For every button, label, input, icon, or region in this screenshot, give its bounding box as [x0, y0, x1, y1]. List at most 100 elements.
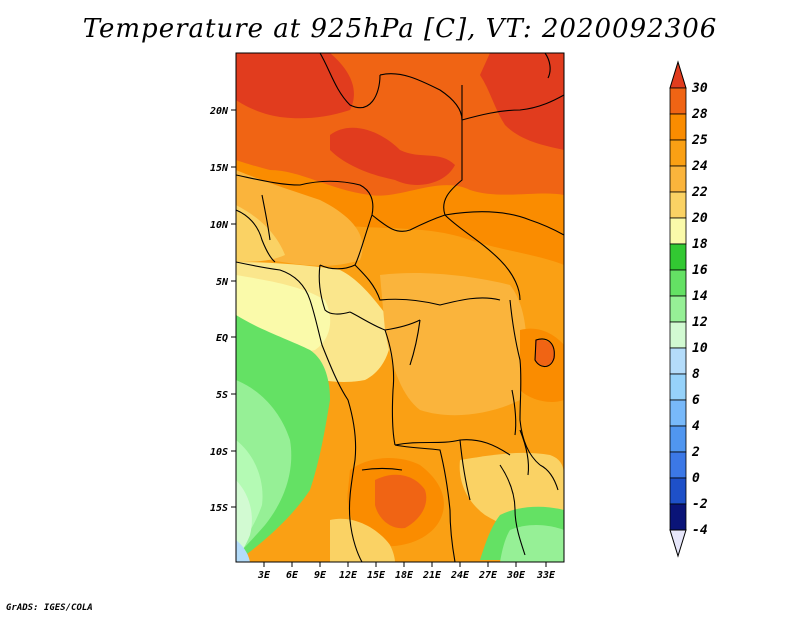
- border-line: [261, 194, 271, 241]
- colorbar-label: 16: [692, 263, 708, 278]
- lat-label: 15N: [210, 163, 229, 174]
- colorbar-label: -2: [692, 497, 708, 512]
- lat-label: 10N: [210, 220, 229, 231]
- lon-label: 21E: [422, 570, 442, 581]
- colorbar-swatch: [669, 321, 687, 349]
- lat-axis: 20N 15N 10N 5N EQ 5S 10S 15S: [209, 106, 236, 514]
- field-north-red-center: [330, 127, 455, 185]
- colorbar-label: 2: [691, 445, 700, 460]
- border-line: [384, 329, 396, 446]
- colorbar-swatch: [669, 139, 687, 167]
- colorbar-label: 0: [692, 471, 700, 486]
- lat-label: 15S: [210, 503, 228, 514]
- colorbar-swatch: [669, 373, 687, 401]
- border-line: [443, 85, 463, 216]
- colorbar-swatch: [669, 243, 687, 271]
- colorbar-label: 20: [691, 211, 708, 226]
- colorbar-swatch: [669, 451, 687, 479]
- colorbar-swatch: [669, 425, 687, 453]
- map-fill-field: [236, 53, 564, 562]
- border-line: [394, 444, 456, 562]
- colorbar-label: 18: [692, 237, 708, 252]
- border-line: [461, 94, 564, 121]
- border-line: [499, 464, 526, 556]
- border-line: [539, 464, 559, 491]
- colorbar-swatch: [669, 87, 687, 115]
- map-title: Temperature at 925hPa [C], VT: 202009230…: [82, 14, 718, 44]
- field-sw-cream: [330, 518, 395, 562]
- field-angola-redorange: [375, 474, 427, 529]
- colorbar-label: 25: [691, 133, 708, 148]
- border-line: [319, 53, 381, 109]
- colorbar-bottom-arrow: [669, 529, 687, 558]
- lon-axis: 3E 6E 9E 12E 15E 18E 21E 24E 27E 30E 33E: [257, 562, 556, 581]
- lon-label: 9E: [314, 570, 327, 581]
- border-line: [379, 73, 463, 121]
- field-se-lightgreen: [500, 525, 564, 562]
- colorbar-swatch: [669, 191, 687, 219]
- border-line: [444, 214, 521, 301]
- lon-label: 33E: [536, 570, 556, 581]
- lake-outline: [534, 338, 555, 368]
- colorbar-swatch: [669, 503, 687, 531]
- lake-outline: [511, 389, 517, 436]
- colorbar-swatch: [669, 399, 687, 427]
- lat-label: 5S: [216, 390, 228, 401]
- colorbar-swatch: [669, 269, 687, 297]
- lat-label: 20N: [209, 106, 229, 117]
- colorbar-swatch: [669, 347, 687, 375]
- colorbar-label: 24: [691, 159, 708, 174]
- colorbar-label: 12: [692, 315, 708, 330]
- border-line: [544, 53, 551, 79]
- colorbar-swatch: [669, 217, 687, 245]
- colorbar-label: 4: [692, 419, 700, 434]
- colorbar-swatch: [669, 113, 687, 141]
- border-line: [509, 299, 541, 466]
- lon-label: 27E: [478, 570, 498, 581]
- coastline-west: [236, 261, 363, 562]
- border-line: [409, 319, 421, 366]
- lon-label: 12E: [339, 570, 358, 581]
- map-frame: [235, 52, 565, 563]
- border-line: [236, 174, 374, 216]
- lat-label: 10S: [210, 447, 228, 458]
- credit-text: GrADS: IGES/COLA: [6, 603, 93, 613]
- colorbar-label: 22: [691, 185, 708, 200]
- lat-label: EQ: [216, 333, 228, 344]
- field-central-tan: [380, 273, 527, 416]
- lon-label: 30E: [506, 570, 526, 581]
- border-line: [459, 439, 471, 501]
- field-ocean-sky: [236, 480, 252, 558]
- colorbar-label: -4: [692, 523, 708, 538]
- lon-label: 6E: [286, 570, 299, 581]
- field-lake-redorange: [535, 339, 556, 366]
- border-line: [361, 467, 403, 471]
- field-north-red-west: [236, 53, 354, 119]
- lake-outline: [519, 429, 530, 476]
- lat-label: 5N: [216, 277, 229, 288]
- colorbar-swatch: [669, 477, 687, 505]
- lon-label: 24E: [450, 570, 470, 581]
- border-line: [371, 214, 446, 232]
- colorbar-swatch: [669, 295, 687, 323]
- colorbar-label: 10: [692, 341, 708, 356]
- colorbar-label: 30: [691, 81, 708, 96]
- colorbar-label: 6: [692, 393, 700, 408]
- border-line: [236, 209, 276, 263]
- border-line: [354, 264, 501, 306]
- colorbar-top-arrow: [669, 60, 687, 89]
- colorbar-label: 14: [692, 289, 708, 304]
- colorbar-label: 28: [691, 107, 708, 122]
- colorbar: 30 28 25 24 22 20 18 16 14 12 10 8 6 4 2…: [669, 60, 708, 558]
- colorbar-swatch: [669, 165, 687, 193]
- border-line: [318, 264, 351, 315]
- colorbar-label: 8: [692, 367, 700, 382]
- map-borders: [236, 53, 564, 562]
- field-north-red-east: [480, 53, 564, 150]
- lon-label: 15E: [367, 570, 386, 581]
- border-line: [444, 211, 564, 236]
- field-ocean-blue: [236, 540, 250, 562]
- field-west-cream: [236, 205, 285, 262]
- lon-label: 3E: [257, 570, 271, 581]
